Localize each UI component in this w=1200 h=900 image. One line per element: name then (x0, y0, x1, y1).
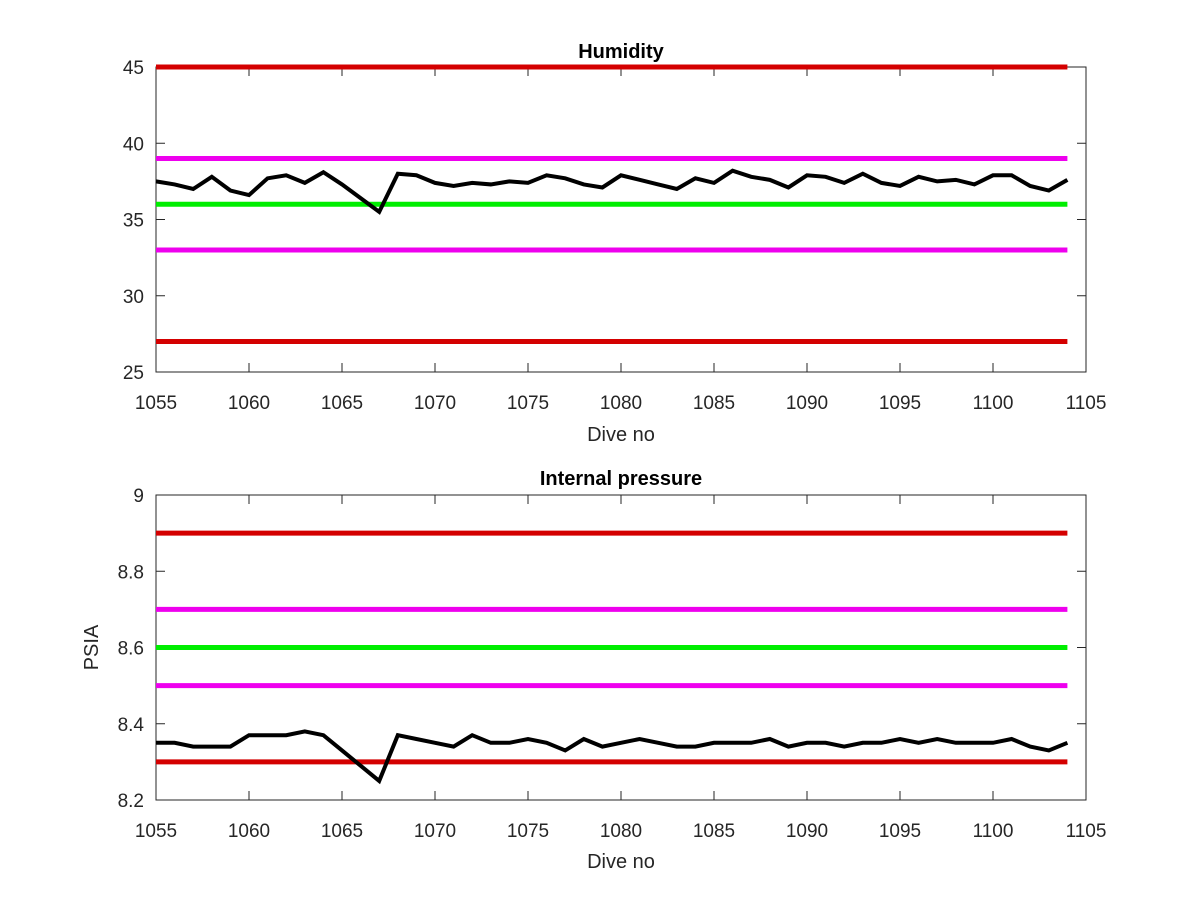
x-axis-label: Dive no (587, 424, 655, 446)
x-tick-label: 1085 (693, 393, 735, 414)
x-tick-label: 1080 (600, 821, 642, 842)
x-tick-label: 1090 (786, 821, 828, 842)
series-line (155, 168, 1069, 215)
chart-panel-2: 1055 1060 1065 1070 1075 1080 1085 1090 1095 1100… (81, 468, 1106, 873)
x-tick-label: 1095 (879, 821, 921, 842)
x-tick-label: 1060 (228, 393, 270, 414)
y-tick-label: 9 (133, 486, 144, 507)
series-line (156, 729, 1069, 785)
x-tick-label: 1095 (879, 393, 921, 414)
y-tick-label: 35 (123, 211, 144, 232)
x-tick-label: 1065 (321, 393, 363, 414)
y-tick-label: 8.8 (118, 562, 144, 583)
y-tick-label: 8.2 (118, 791, 144, 812)
chart-title: Humidity (578, 41, 664, 63)
x-tick-label: 1085 (693, 821, 735, 842)
x-tick-label: 1055 (135, 821, 177, 842)
y-tick-label: 8.4 (118, 715, 145, 736)
y-tick-label: 30 (123, 287, 144, 308)
y-tick-label: 45 (123, 58, 144, 79)
x-tick-label: 1105 (1066, 393, 1107, 414)
x-tick-label: 1100 (973, 393, 1014, 414)
x-tick-label: 1090 (786, 393, 828, 414)
x-axis-label: Dive no (587, 851, 655, 873)
x-tick-label: 1075 (507, 393, 549, 414)
chart-title: Internal pressure (540, 468, 702, 490)
x-tick-label: 1060 (228, 821, 270, 842)
chart-panel-1: 1055 1060 1065 1070 1075 1080 1085 1090 1095 1100… (123, 41, 1107, 446)
x-tick-label: 1070 (414, 393, 456, 414)
y-tick-label: 8.6 (118, 639, 144, 660)
x-tick-label: 1100 (973, 821, 1014, 842)
y-axis-label: PSIA (81, 624, 103, 670)
y-tick-label: 40 (123, 134, 144, 155)
plot-area (155, 66, 1087, 373)
x-tick-label: 1075 (507, 821, 549, 842)
x-tick-label: 1055 (135, 393, 177, 414)
y-tick-label: 25 (123, 363, 144, 384)
x-tick-label: 1080 (600, 393, 642, 414)
x-tick-label: 1070 (414, 821, 456, 842)
x-tick-label: 1105 (1066, 821, 1107, 842)
x-tick-label: 1065 (321, 821, 363, 842)
